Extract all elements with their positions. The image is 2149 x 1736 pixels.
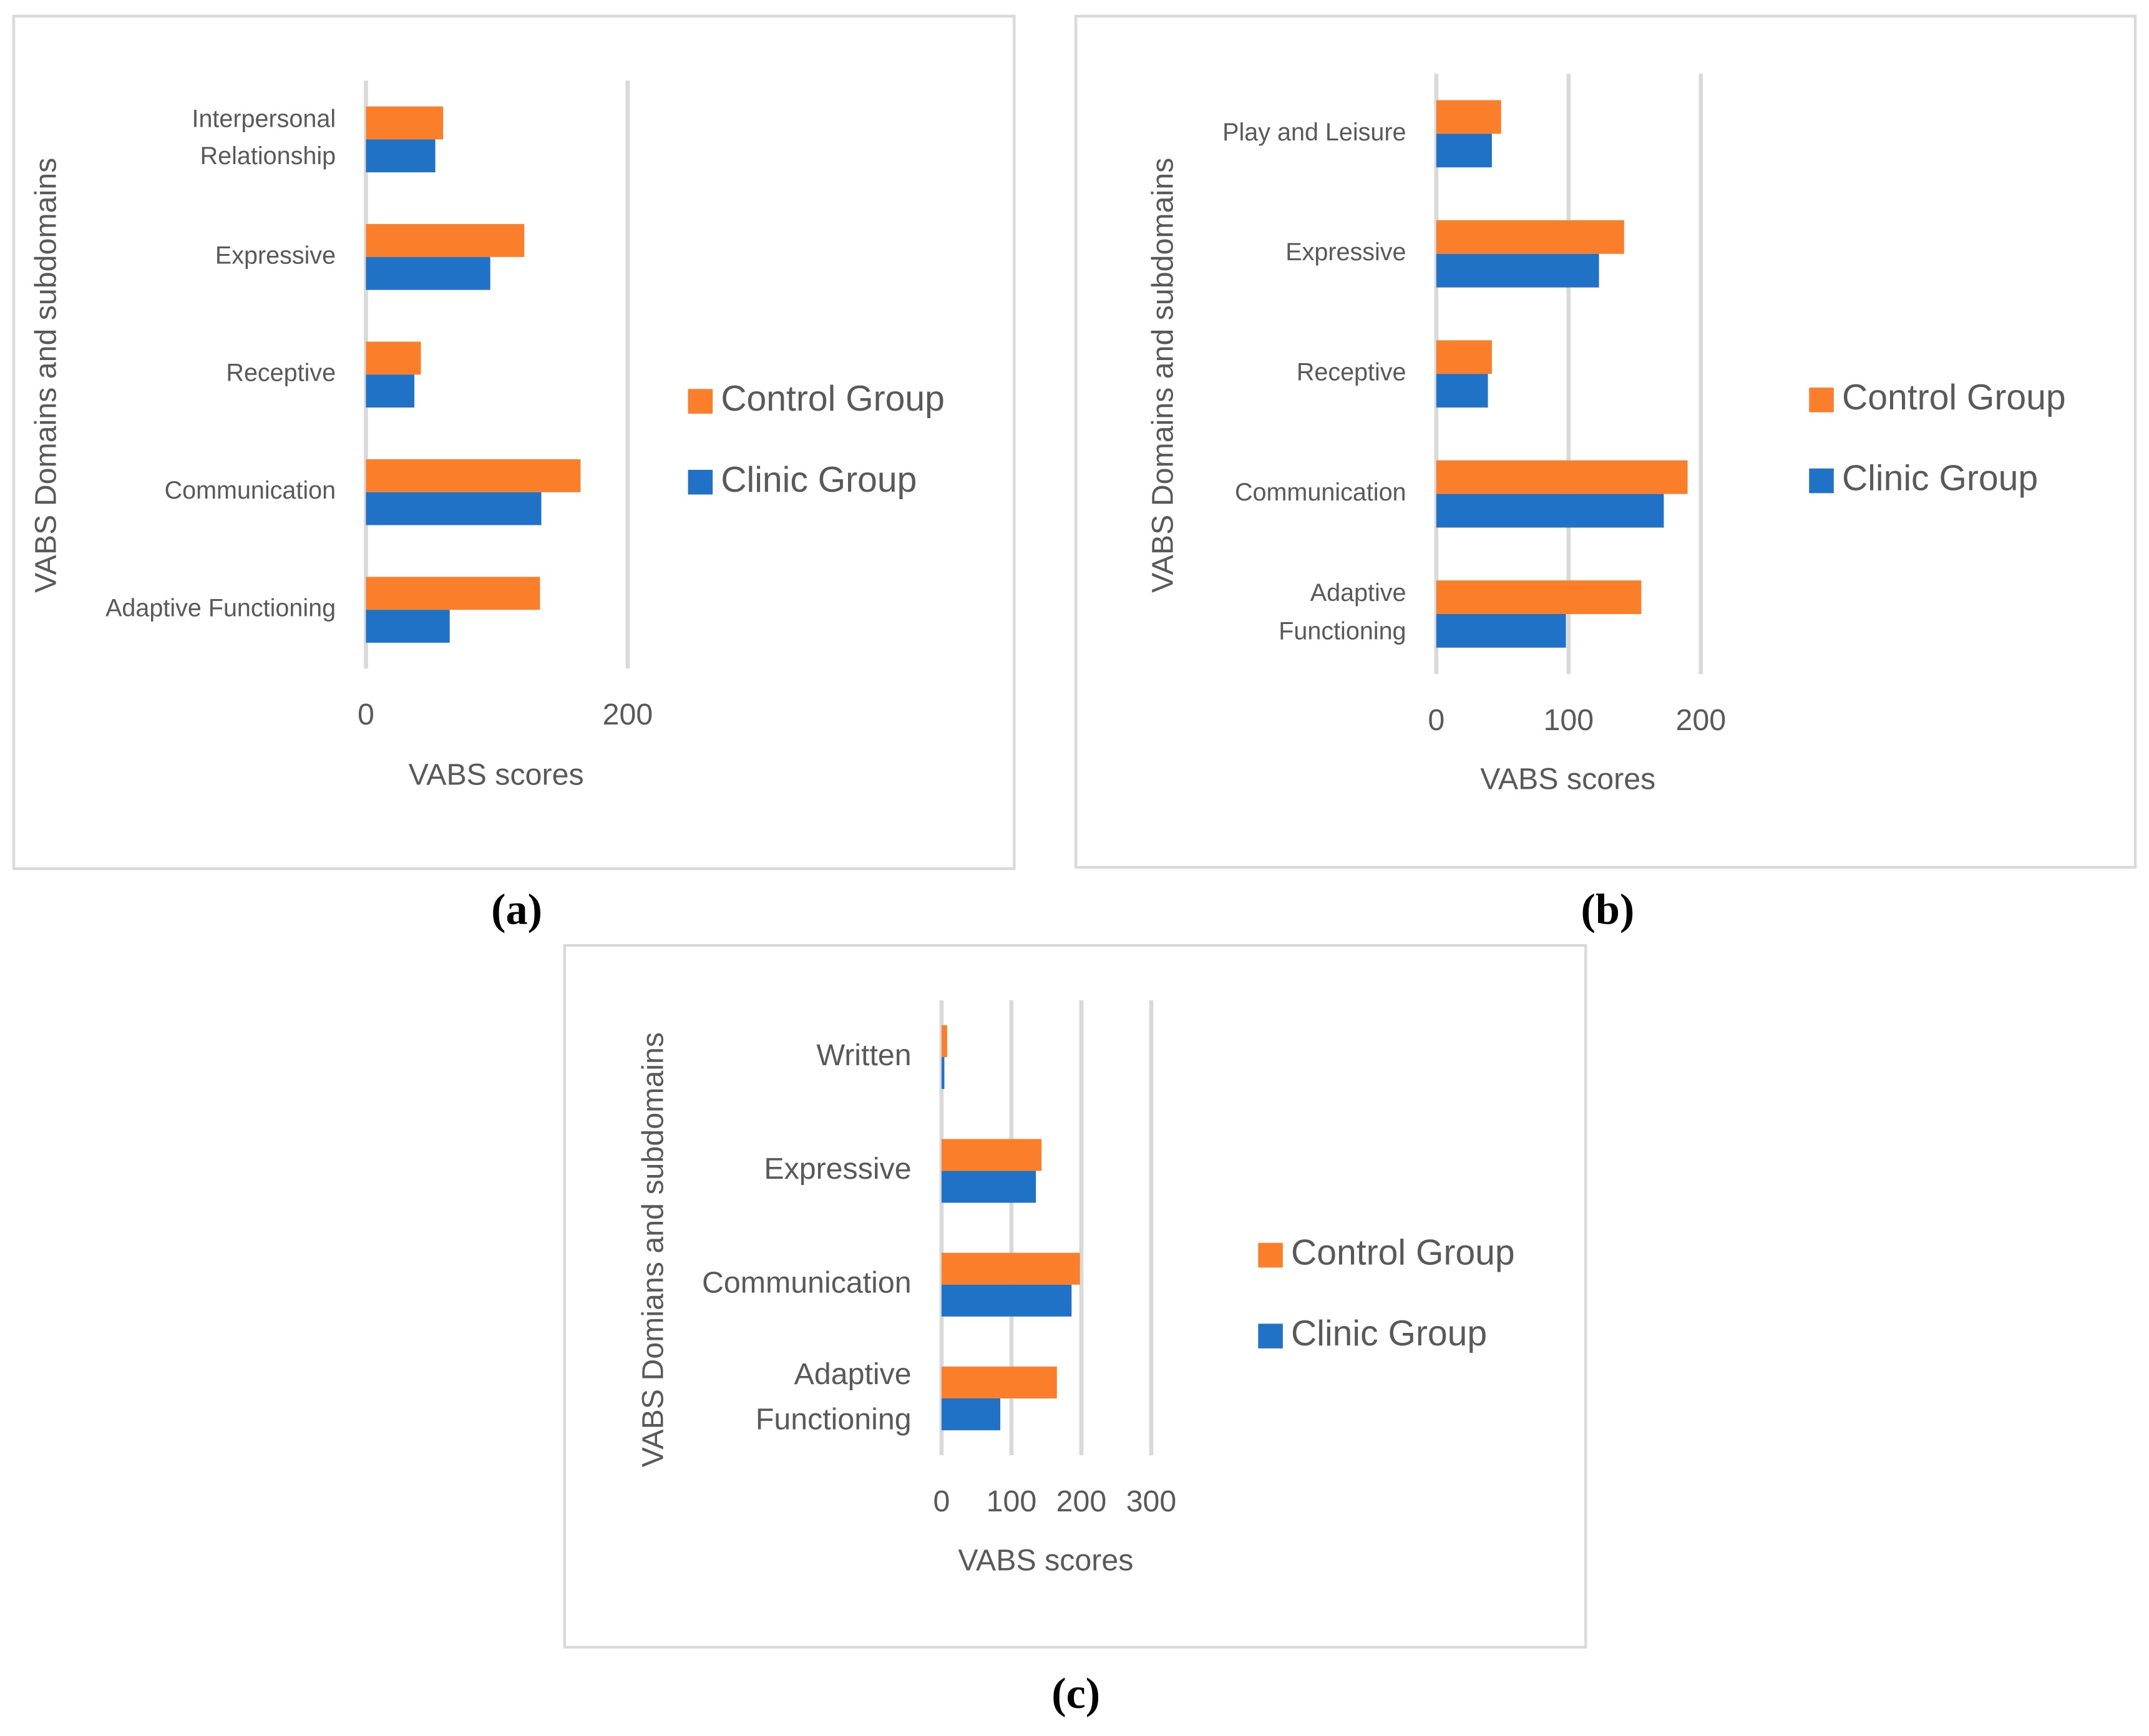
bar [1436,460,1688,494]
y-tick-label: Communication [1235,479,1406,506]
x-axis-title: VABS scores [958,1543,1133,1577]
y-tick-label: Expressive [1285,238,1406,266]
bar [366,459,581,492]
y-tick-label: Adaptive Functioning [756,1357,912,1436]
legend-label: Control Group [721,379,945,419]
x-tick-label: 100 [1544,703,1594,737]
legend-swatch [1809,468,1834,494]
bar [941,1252,1080,1285]
x-tick-label: 200 [1056,1485,1107,1518]
bar [1436,340,1492,374]
legend-swatch [1258,1242,1283,1268]
bar [941,1398,1001,1431]
y-tick-label: Receptive [1297,359,1406,386]
x-tick-label: 200 [1675,703,1726,737]
bar [1436,220,1624,254]
x-tick-label: 200 [603,698,653,731]
bar [1436,253,1599,288]
bar [1436,100,1501,134]
bar [366,224,525,257]
bar [941,1057,945,1090]
legend-label: Control Group [1291,1233,1515,1273]
bar [1436,580,1642,615]
legend-label: Clinic Group [1842,459,2038,499]
bar [366,610,450,643]
bar [366,256,490,290]
y-tick-label: Receptive [226,359,336,387]
panel-label: (a) [491,885,542,934]
legend-label: Clinic Group [721,460,917,500]
legend-swatch [1809,388,1834,412]
bar [1436,494,1664,528]
y-tick-label: Communication [165,477,336,504]
bar [941,1139,1042,1171]
x-axis-title: VABS scores [1480,762,1655,796]
chart-border [1074,14,2137,869]
bar [1436,374,1488,408]
y-tick-label: Adaptive Functioning [1279,580,1406,646]
legend-swatch [688,469,713,495]
y-tick-label: Written [816,1038,911,1072]
legend-swatch [688,389,713,414]
bar [941,1284,1072,1317]
x-tick-label: 0 [358,698,374,731]
y-axis-title: VABS Domians and subdomains [636,1032,670,1467]
bar [941,1171,1036,1203]
legend-swatch [1258,1324,1283,1348]
panel-label: (b) [1581,885,1634,934]
y-tick-label: Interpersonal Relationship [192,105,336,170]
x-tick-label: 300 [1126,1485,1177,1518]
bar [1436,134,1492,168]
y-tick-label: Communication [702,1265,912,1299]
y-tick-label: Expressive [215,241,336,269]
x-tick-label: 0 [1428,703,1445,737]
x-tick-label: 100 [987,1485,1037,1518]
bar [366,139,436,173]
bar [941,1025,947,1058]
panel-label: (c) [1051,1669,1100,1718]
legend-label: Clinic Group [1291,1314,1487,1353]
x-tick-label: 0 [933,1485,950,1518]
y-tick-label: Play and Leisure [1222,119,1406,146]
chart-border [563,944,1587,1649]
x-axis-title: VABS scores [409,758,584,792]
bar [366,106,444,140]
bar [366,341,421,375]
bar [941,1366,1057,1399]
bar [1436,614,1566,648]
bar [366,492,542,525]
y-axis-title: VABS Domains and subdomains [1146,158,1180,593]
legend-label: Control Group [1842,378,2066,417]
y-axis-title: VABS Domains and subdomains [29,158,63,593]
bar [366,374,415,408]
bar [366,577,540,610]
y-tick-label: Adaptive Functioning [105,595,336,622]
y-tick-label: Expressive [764,1152,911,1186]
chart-border [12,14,1016,870]
